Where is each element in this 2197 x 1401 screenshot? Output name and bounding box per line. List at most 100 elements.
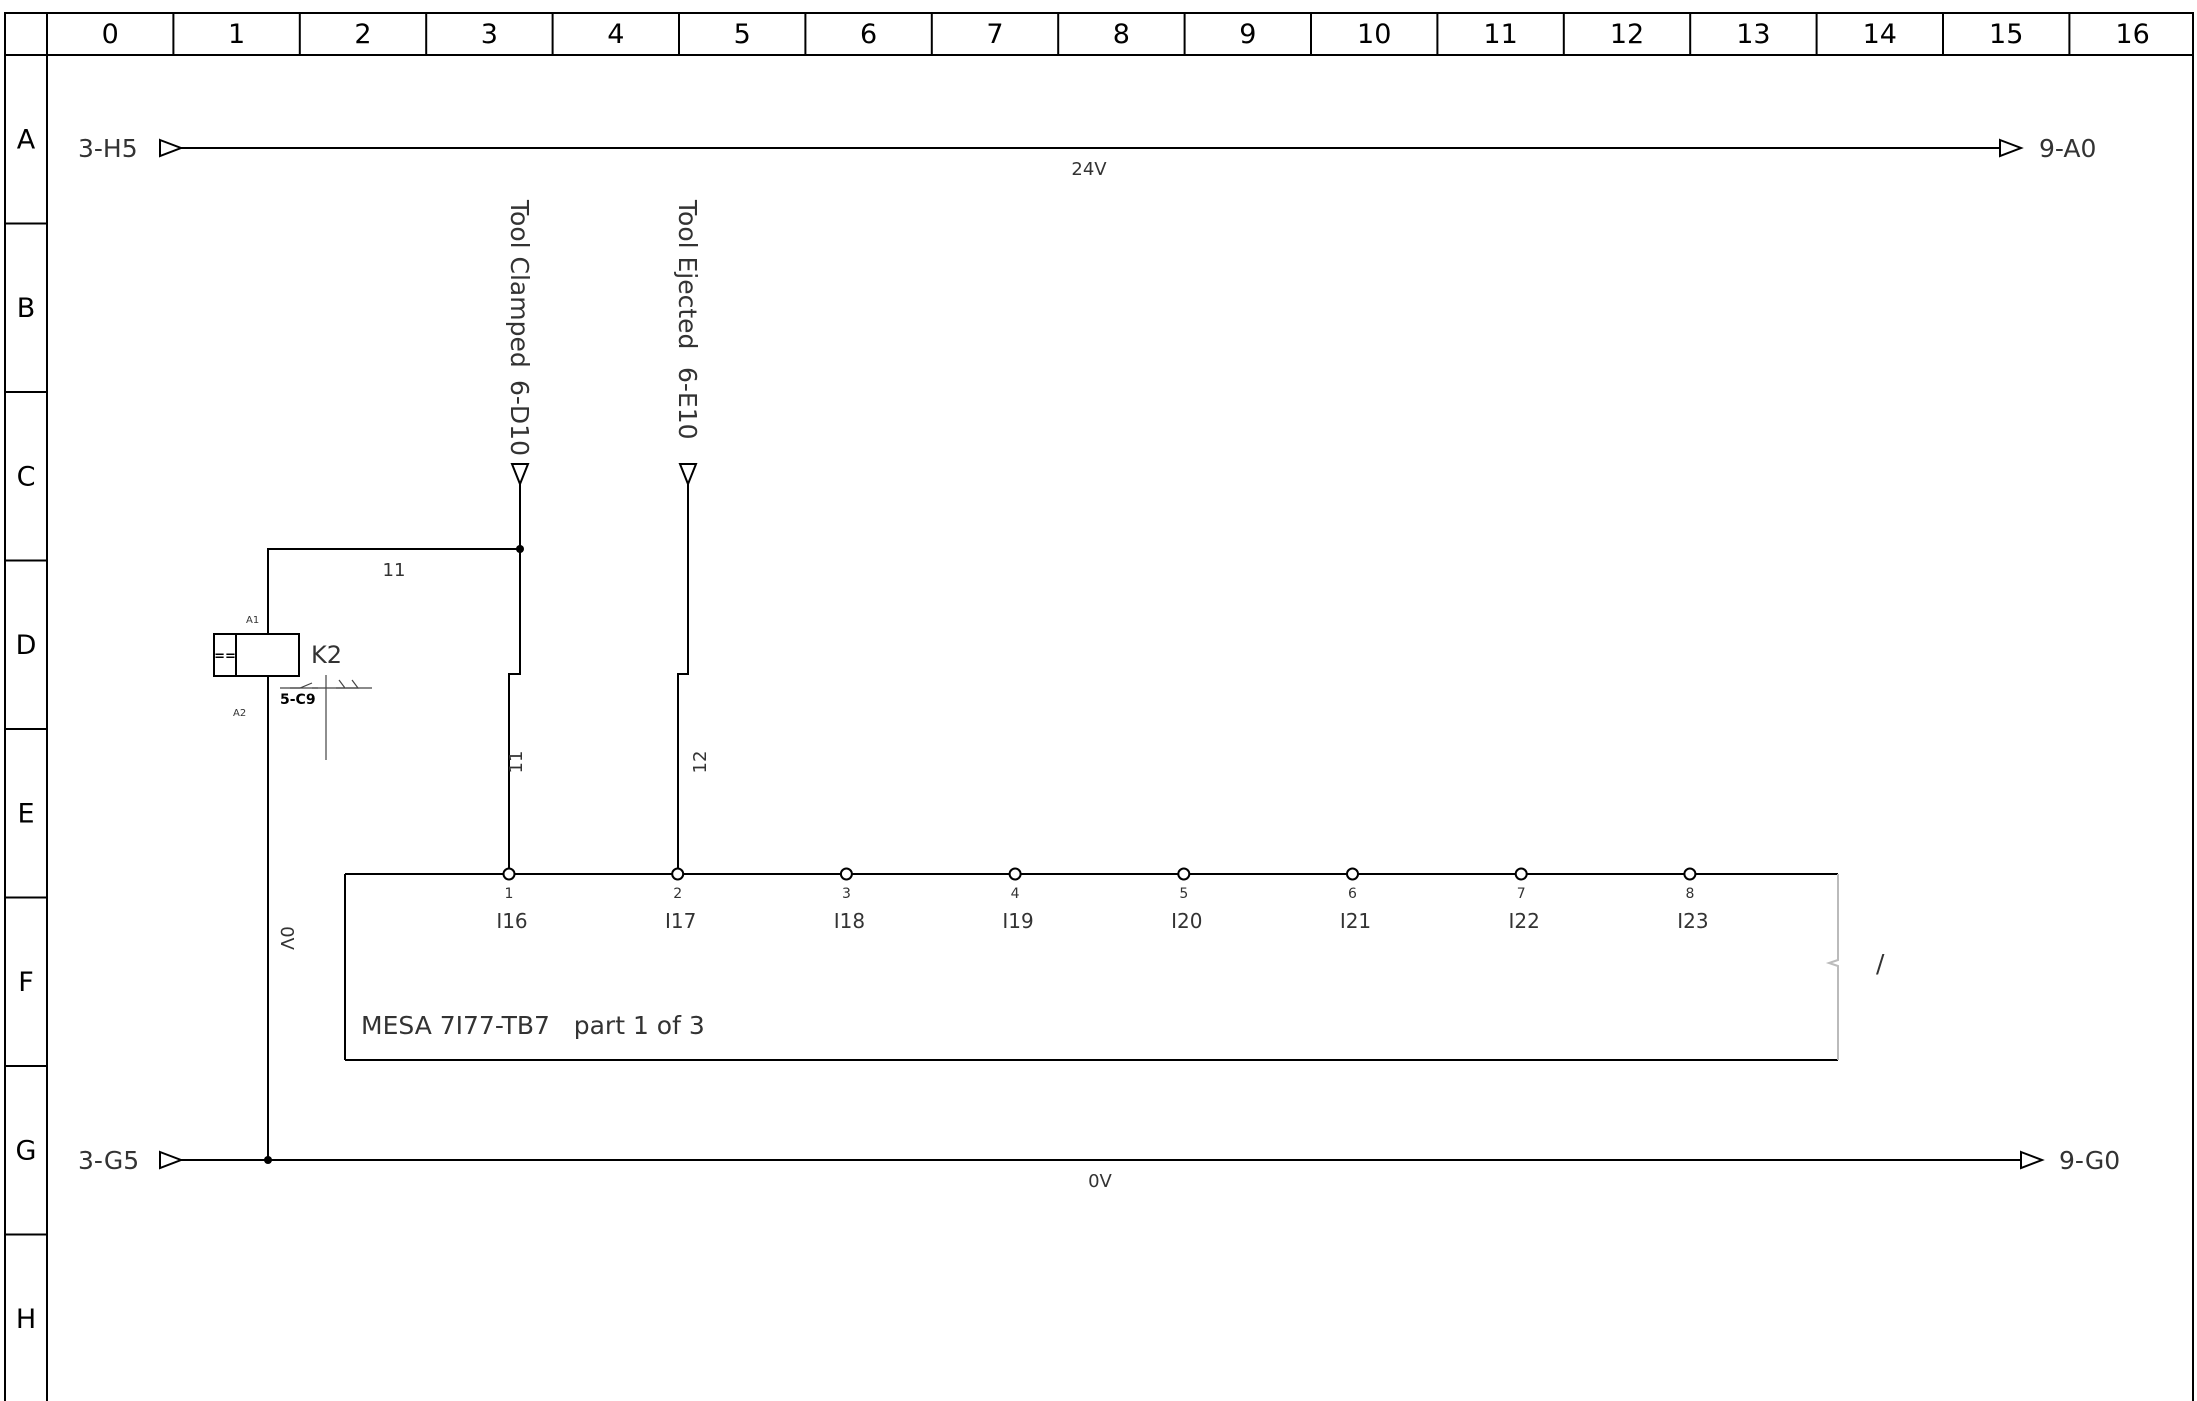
rail-0v-out-arrow: [2020, 1150, 2045, 1170]
pin-number: 7: [1517, 886, 1526, 902]
rail-0v: [159, 1150, 2045, 1170]
tool-clamped-ref[interactable]: 6-D10: [505, 380, 534, 456]
relay-k2-contact-mirror: [280, 675, 372, 760]
row-label: E: [17, 798, 34, 829]
rail-24v-to-ref[interactable]: 9-A0: [2039, 134, 2096, 163]
pin-number: 6: [1348, 886, 1357, 902]
tool-ejected-name: Tool Ejected: [673, 199, 702, 349]
pin-name: I16: [496, 909, 527, 933]
rail-24v-from-ref[interactable]: 3-H5: [78, 134, 138, 163]
column-label: 5: [734, 19, 751, 50]
row-grid: A B C D E F G H: [5, 124, 47, 1335]
pin-terminal-icon[interactable]: [1008, 867, 1022, 881]
pin-name: I22: [1509, 909, 1540, 933]
column-label: 0: [102, 19, 119, 50]
column-label: 8: [1113, 19, 1130, 50]
column-label: 15: [1989, 19, 2023, 50]
row-label: H: [16, 1304, 36, 1335]
relay-k2-coil: [235, 633, 300, 677]
mesa-module-break-line: [1825, 874, 1839, 1060]
relay-k2-coil-type: [213, 633, 237, 677]
wire-label-11-vertical: 11: [506, 751, 527, 774]
column-label: 3: [481, 19, 498, 50]
column-label: 14: [1863, 19, 1897, 50]
column-grid: 0 1 2 3 4 5 6 7 8 9 10 11 12 13 14 15 16: [102, 13, 2150, 55]
relay-k2-a1: A1: [246, 615, 259, 626]
rail-0v-in-arrow: [159, 1150, 184, 1170]
column-label: 4: [607, 19, 624, 50]
relay-k2-coil-wire-label: 11: [383, 560, 406, 581]
pin-terminal-icon[interactable]: [502, 867, 516, 881]
pin-number: 1: [505, 886, 514, 902]
relay-k2-return-wire-label: 0V: [276, 926, 297, 950]
pin-number: 3: [842, 886, 851, 902]
rail-0v-from-ref[interactable]: 3-G5: [78, 1146, 139, 1175]
row-label: A: [17, 124, 36, 155]
sheet-border: [4, 12, 2194, 1401]
rail-0v-to-ref[interactable]: 9-G0: [2059, 1146, 2120, 1175]
column-label: 6: [860, 19, 877, 50]
pin-terminal-icon[interactable]: [1177, 867, 1191, 881]
pin-terminal-icon[interactable]: [1683, 867, 1697, 881]
column-label: 10: [1357, 19, 1391, 50]
pin-name: I21: [1340, 909, 1371, 933]
pin-name: I23: [1677, 909, 1708, 933]
column-label: 16: [2115, 19, 2149, 50]
rail-24v-out-arrow: [1999, 138, 2024, 158]
relay-k2-supply-wire: [267, 548, 520, 633]
pin-terminal-icon[interactable]: [1514, 867, 1528, 881]
row-label: D: [16, 630, 37, 661]
relay-k2-name: K2: [311, 641, 342, 669]
rail-0v-label: 0V: [1088, 1171, 1112, 1192]
pin-number: 8: [1685, 886, 1694, 902]
tool-ejected-ref[interactable]: 6-E10: [673, 367, 702, 440]
pin-name: I17: [665, 909, 696, 933]
relay-k2-contact-ref[interactable]: 5-C9: [280, 692, 316, 708]
row-label: F: [18, 967, 34, 998]
mesa-module-break-mark: /: [1876, 949, 1885, 978]
column-label: 12: [1610, 19, 1644, 50]
column-label: 11: [1483, 19, 1517, 50]
column-label: 9: [1239, 19, 1256, 50]
column-label: 13: [1736, 19, 1770, 50]
wire-label-12-vertical: 12: [690, 751, 711, 774]
row-label: G: [16, 1135, 37, 1166]
pin-number: 4: [1011, 886, 1020, 902]
relay-k2-a2: A2: [233, 708, 246, 719]
rail-24v-label: 24V: [1071, 159, 1107, 180]
column-label: 1: [228, 19, 245, 50]
pin-name: I18: [834, 909, 865, 933]
row-label: B: [17, 293, 36, 324]
pin-number: 5: [1179, 886, 1188, 902]
column-label: 7: [986, 19, 1003, 50]
tool-clamped-name: Tool Clamped: [505, 199, 534, 368]
relay-k2-junction: [516, 545, 524, 553]
pin-number: 2: [673, 886, 682, 902]
pin-name: I20: [1171, 909, 1202, 933]
pin-terminal-icon[interactable]: [839, 867, 853, 881]
row-label: C: [17, 461, 36, 492]
rail-24v-in-arrow: [159, 138, 184, 158]
tool-clamped-arrow: [510, 463, 530, 487]
pin-terminal-icon[interactable]: [671, 867, 685, 881]
pin-name: I19: [1002, 909, 1033, 933]
column-label: 2: [354, 19, 371, 50]
wire-tool-clamped: [508, 463, 530, 874]
wire-tool-ejected: [677, 463, 698, 874]
relay-k2-dc-symbol: ==: [214, 649, 236, 664]
pin-terminal-icon[interactable]: [1346, 867, 1359, 881]
relay-k2[interactable]: == K2 A1 A2 5-C9 11 0V: [213, 545, 524, 1160]
tool-ejected-arrow: [678, 463, 698, 487]
rail-24v: [159, 138, 2024, 158]
